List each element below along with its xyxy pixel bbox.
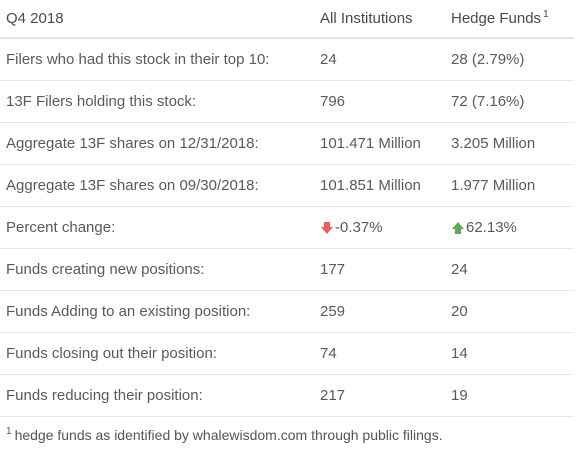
hedge-funds-change-value: 62.13% — [466, 219, 517, 236]
hedge-funds-value: 3.205 Million — [445, 122, 574, 165]
holdings-table: Q4 2018 All Institutions Hedge Funds 1 Fi… — [0, 0, 574, 417]
row-label: Filers who had this stock in their top 1… — [0, 38, 314, 81]
footnote: 1 hedge funds as identified by whalewisdo… — [0, 417, 585, 443]
table-row: Aggregate 13F shares on 12/31/2018: 101.… — [0, 122, 574, 165]
hedge-funds-value: 28 (2.79%) — [445, 38, 574, 81]
up-arrow-icon — [452, 222, 464, 234]
hedge-funds-value: 19 — [445, 374, 574, 417]
table-row: Filers who had this stock in their top 1… — [0, 38, 574, 81]
all-institutions-value: 217 — [314, 374, 445, 417]
all-institutions-value: 74 — [314, 332, 445, 375]
table-row: Funds creating new positions: 177 24 — [0, 248, 574, 291]
table-row: Funds reducing their position: 217 19 — [0, 374, 574, 417]
table-row: 13F Filers holding this stock: 796 72 (7… — [0, 80, 574, 123]
hedge-funds-change: 62.13% — [445, 206, 574, 249]
table-row: Aggregate 13F shares on 09/30/2018: 101.… — [0, 164, 574, 207]
row-label: Aggregate 13F shares on 09/30/2018: — [0, 164, 314, 207]
row-label: Funds creating new positions: — [0, 248, 314, 291]
table-row: Funds Adding to an existing position: 25… — [0, 290, 574, 333]
footnote-text: hedge funds as identified by whalewisdom… — [14, 427, 443, 443]
table-header-row: Q4 2018 All Institutions Hedge Funds 1 — [0, 0, 574, 39]
period-header: Q4 2018 — [0, 0, 314, 39]
all-institutions-value: 101.471 Million — [314, 122, 445, 165]
all-institutions-value: 24 — [314, 38, 445, 81]
hedge-funds-value: 24 — [445, 248, 574, 291]
down-arrow-icon — [321, 222, 333, 234]
all-institutions-value: 177 — [314, 248, 445, 291]
hedge-funds-value: 20 — [445, 290, 574, 333]
hedge-funds-value: 72 (7.16%) — [445, 80, 574, 123]
footnote-mark: 1 — [6, 426, 12, 438]
row-label: Funds Adding to an existing position: — [0, 290, 314, 333]
hedge-funds-header-label: Hedge Funds — [451, 10, 542, 27]
row-label: Funds reducing their position: — [0, 374, 314, 417]
table-row: Funds closing out their position: 74 14 — [0, 332, 574, 375]
all-institutions-header: All Institutions — [314, 0, 445, 39]
hedge-funds-header: Hedge Funds 1 — [445, 0, 574, 39]
row-label: Aggregate 13F shares on 12/31/2018: — [0, 122, 314, 165]
row-label: Funds closing out their position: — [0, 332, 314, 375]
all-institutions-change: -0.37% — [314, 206, 445, 249]
all-institutions-value: 259 — [314, 290, 445, 333]
footnote-mark: 1 — [543, 9, 549, 20]
all-institutions-change-value: -0.37% — [335, 219, 383, 236]
all-institutions-value: 796 — [314, 80, 445, 123]
row-label: 13F Filers holding this stock: — [0, 80, 314, 123]
all-institutions-value: 101.851 Million — [314, 164, 445, 207]
hedge-funds-value: 14 — [445, 332, 574, 375]
row-label: Percent change: — [0, 206, 314, 249]
table-row: Percent change: -0.37% 62.13% — [0, 206, 574, 249]
hedge-funds-value: 1.977 Million — [445, 164, 574, 207]
